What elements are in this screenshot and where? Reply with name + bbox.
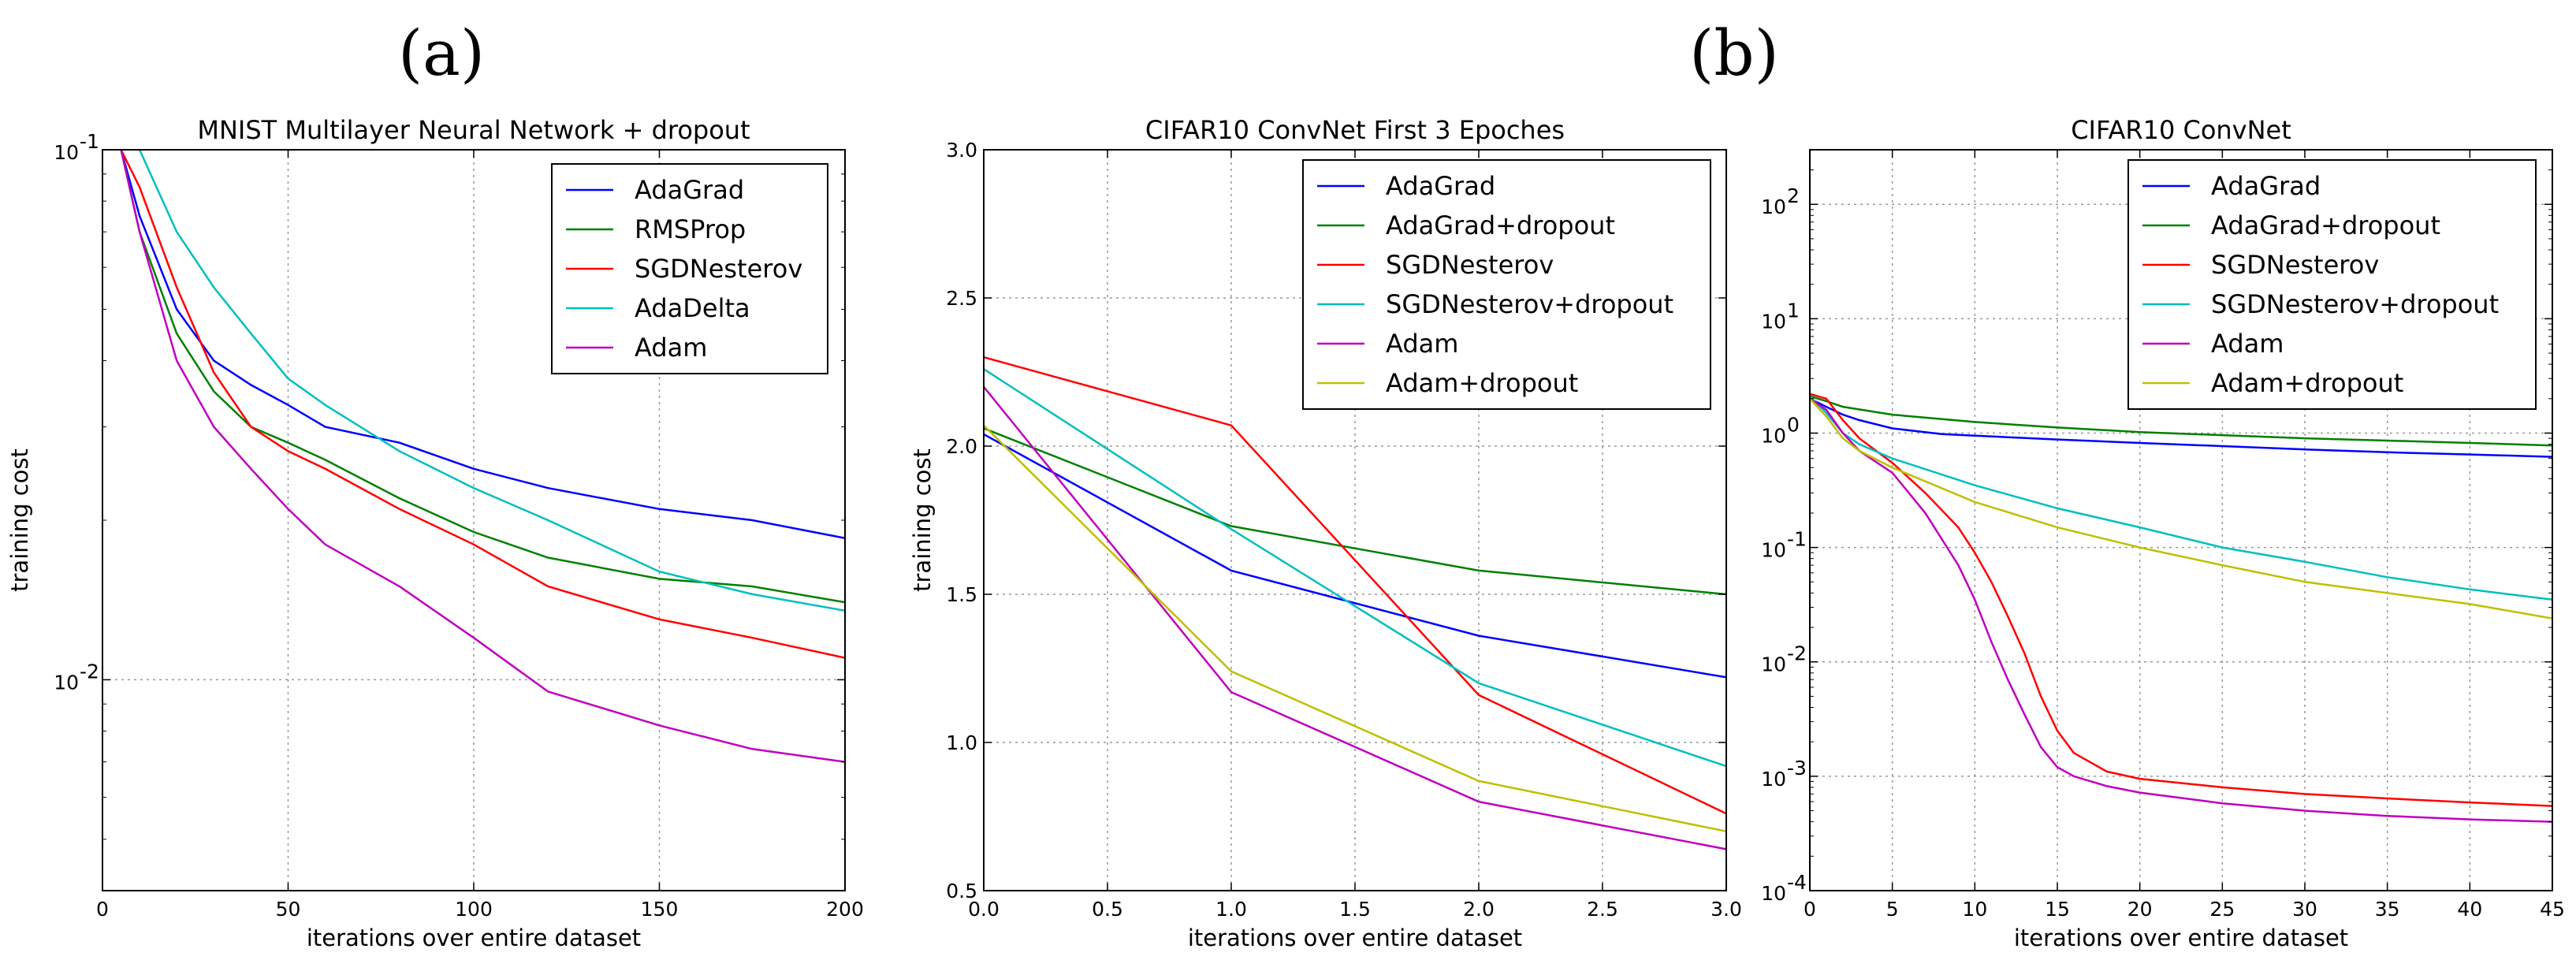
series-line-AdaGrad (1810, 397, 2552, 458)
legend-entry: Adam (635, 333, 707, 363)
legend-entry: SGDNesterov+dropout (1386, 289, 1673, 319)
series-line-Adam (120, 150, 845, 763)
x-tick-label: 15 (2045, 898, 2070, 921)
legend-entry: SGDNesterov+dropout (2211, 289, 2499, 319)
x-tick-label: 0.0 (968, 898, 1000, 921)
y-tick-exponent: -2 (80, 660, 99, 683)
chart-title: CIFAR10 ConvNet (2071, 115, 2291, 145)
legend-entry: RMSProp (635, 214, 746, 244)
legend-box (2127, 159, 2537, 410)
y-tick-exponent: 2 (1787, 184, 1800, 207)
y-tick-exponent: -3 (1787, 757, 1807, 780)
x-tick-label: 25 (2209, 898, 2235, 921)
y-tick-exponent: -4 (1787, 871, 1807, 894)
y-tick-label: 10 (1761, 195, 1786, 218)
legend-entry: AdaGrad (2211, 171, 2321, 201)
legend-entry: SGDNesterov (2211, 250, 2379, 280)
panel-b-label: (b) (1689, 17, 1779, 90)
x-tick-label: 50 (276, 898, 301, 921)
y-tick-label: 10 (1761, 539, 1786, 562)
y-tick-label: 10 (54, 141, 79, 164)
x-tick-label: 10 (1962, 898, 1987, 921)
y-tick-label: 0.5 (946, 880, 977, 902)
legend-entry: Adam (1386, 329, 1458, 359)
legend-entry: AdaGrad+dropout (2211, 210, 2440, 240)
x-axis-label: iterations over entire dataset (307, 925, 641, 951)
x-axis-label: iterations over entire dataset (1188, 925, 1522, 951)
x-tick-label: 0 (96, 898, 109, 921)
y-tick-label: 10 (1761, 768, 1786, 791)
x-tick-label: 150 (641, 898, 679, 921)
series-line-SGDNesterov (984, 355, 1726, 815)
series-line-Adam (1810, 397, 2552, 823)
y-tick-label: 1.5 (946, 583, 977, 606)
series-line-AdaDelta (138, 150, 845, 612)
x-tick-label: 35 (2375, 898, 2400, 921)
y-tick-label: 10 (1761, 653, 1786, 676)
x-tick-label: 45 (2540, 898, 2565, 921)
chart-title: MNIST Multilayer Neural Network + dropou… (197, 115, 750, 145)
series-line-SGDNesterov+dropout (1810, 395, 2552, 601)
series-line-SGDNesterov (1810, 393, 2552, 807)
series-line-Adam+dropout (984, 424, 1726, 833)
y-tick-label: 3.0 (946, 139, 977, 162)
y-tick-label: 2.0 (946, 435, 977, 458)
y-tick-exponent: 1 (1787, 299, 1800, 322)
series-line-SGDNesterov+dropout (984, 368, 1726, 768)
x-tick-label: 0.5 (1092, 898, 1123, 921)
y-tick-label: 10 (1761, 310, 1786, 333)
y-tick-label: 2.5 (946, 287, 977, 310)
chart-cifar10-first-3-epochs: 0.0 0.5 1.0 1.5 2.0 2.5 3.00.51.01.52.02.53.0C… (909, 115, 1742, 951)
x-tick-label: 30 (2292, 898, 2317, 921)
x-tick-label: 2.5 (1587, 898, 1618, 921)
x-tick-label: 100 (455, 898, 493, 921)
x-tick-label: 1.5 (1339, 898, 1371, 921)
y-axis-label: training cost (6, 448, 33, 592)
legend-box (1302, 159, 1711, 410)
y-tick-label: 10 (54, 671, 79, 694)
legend-entry: AdaGrad+dropout (1386, 210, 1615, 240)
x-tick-label: 2.0 (1463, 898, 1495, 921)
y-tick-exponent: -1 (1787, 528, 1807, 551)
legend-entry: AdaDelta (635, 293, 750, 323)
x-tick-label: 3.0 (1711, 898, 1742, 921)
legend-entry: Adam+dropout (1386, 368, 1578, 398)
legend-entry: AdaGrad (1386, 171, 1495, 201)
x-tick-label: 0 (1804, 898, 1816, 921)
panel-a-label: (a) (398, 17, 485, 90)
series-line-RMSProp (120, 150, 845, 604)
chart-title: CIFAR10 ConvNet First 3 Epoches (1145, 115, 1565, 145)
legend-entry: AdaGrad (635, 175, 744, 205)
series-line-SGDNesterov (120, 150, 845, 659)
legend-entry: Adam (2211, 329, 2284, 359)
series-line-AdaGrad+dropout (1810, 395, 2552, 447)
y-tick-label: 1.0 (946, 731, 977, 754)
y-tick-exponent: -2 (1787, 642, 1807, 665)
x-tick-label: 20 (2127, 898, 2153, 921)
series-line-Adam+dropout (1810, 397, 2552, 620)
series-line-Adam (984, 386, 1726, 850)
x-tick-label: 5 (1886, 898, 1899, 921)
y-tick-exponent: -1 (80, 130, 99, 153)
x-tick-label: 1.0 (1215, 898, 1247, 921)
series-line-AdaGrad (120, 150, 845, 540)
x-tick-label: 200 (826, 898, 864, 921)
y-tick-label: 10 (1761, 424, 1786, 447)
y-tick-exponent: 0 (1787, 413, 1800, 436)
series-line-AdaGrad+dropout (984, 427, 1726, 596)
series-line-AdaGrad (984, 433, 1726, 679)
y-tick-label: 10 (1761, 882, 1786, 905)
x-axis-label: iterations over entire dataset (2014, 925, 2348, 951)
y-axis-label: training cost (909, 448, 936, 592)
legend-entry: Adam+dropout (2211, 368, 2403, 398)
legend-entry: SGDNesterov (1386, 250, 1554, 280)
x-tick-label: 40 (2457, 898, 2482, 921)
plot-frame (1809, 149, 2553, 891)
legend-entry: SGDNesterov (635, 254, 802, 284)
